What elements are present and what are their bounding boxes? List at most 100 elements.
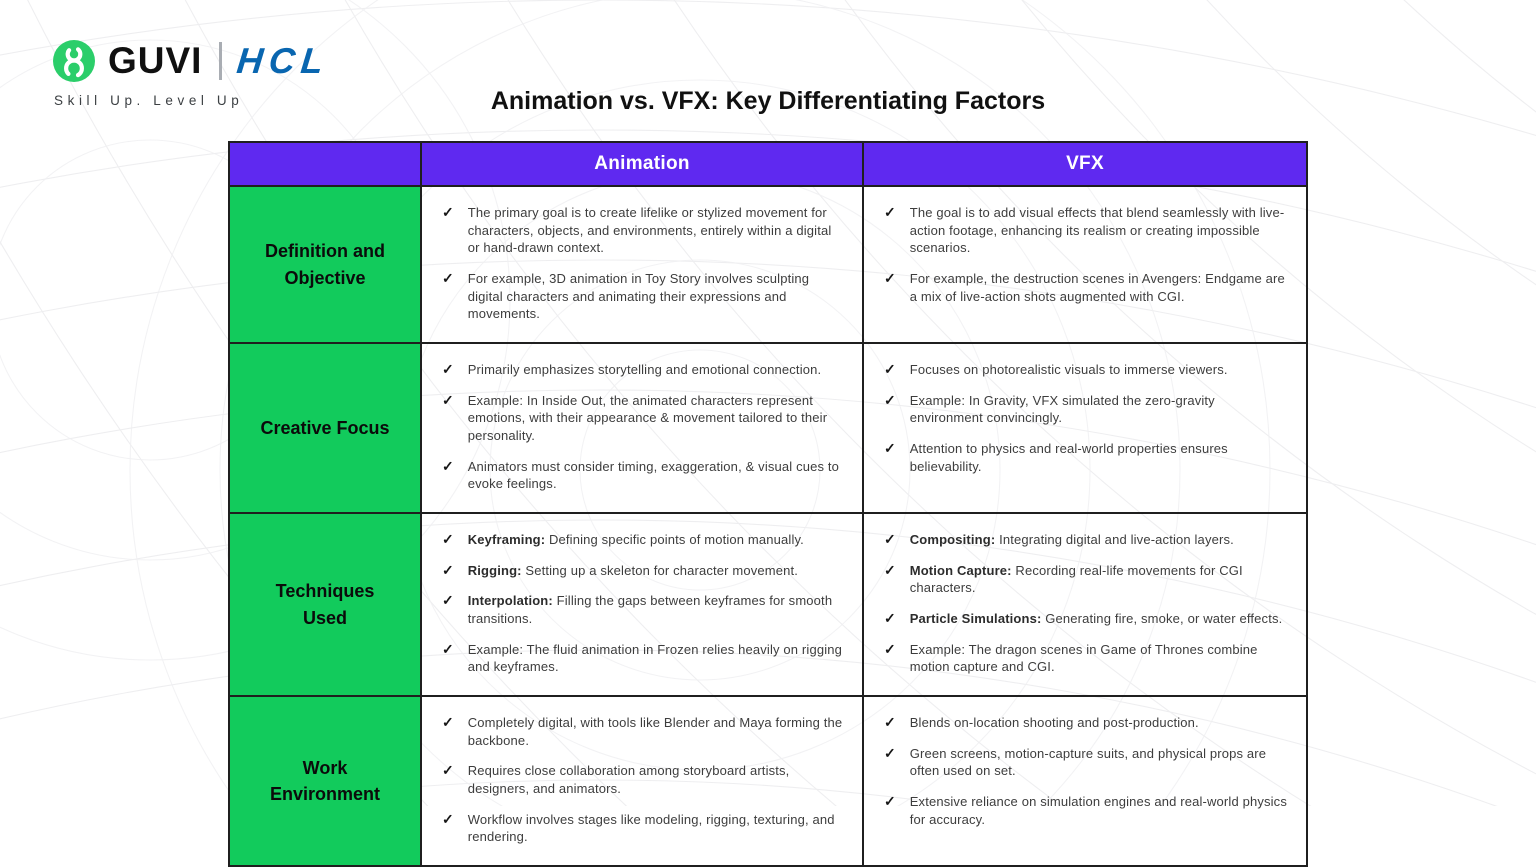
table-row: Techniques Used ✓ Keyframing: Defining spe… (228, 512, 1308, 698)
bullet-item: ✓ Example: The dragon scenes in Game of T… (884, 641, 1290, 676)
bullet-text: Motion Capture: Recording real-life move… (909, 562, 1243, 596)
check-icon: ✓ (442, 640, 454, 657)
comparison-table-body: Definition and Objective ✓ The primary goa… (228, 184, 1308, 867)
bullet-item: ✓ Attention to physics and real-world pro… (884, 440, 1290, 475)
check-icon: ✓ (884, 561, 896, 578)
bullet-text: Example: In Inside Out, the animated cha… (467, 392, 828, 444)
check-icon: ✓ (884, 440, 896, 457)
animation-cell: ✓ The primary goal is to create lifelike … (420, 184, 864, 345)
bullet-item: ✓ The primary goal is to create lifelike … (442, 204, 846, 257)
row-label: Techniques Used (228, 512, 422, 698)
check-icon: ✓ (884, 714, 896, 731)
bullet-lead-term: Rigging: (467, 562, 526, 578)
bullet-text: Blends on-location shooting and post-pro… (909, 715, 1199, 731)
bullet-text: Compositing: Integrating digital and liv… (909, 532, 1234, 548)
check-icon: ✓ (884, 391, 896, 408)
bullet-text: Example: The fluid animation in Frozen r… (467, 641, 843, 675)
bullet-text: The goal is to add visual effects that b… (909, 205, 1285, 256)
bullet-text: Rigging: Setting up a skeleton for chara… (467, 562, 799, 578)
bullet-item: ✓ Example: In Inside Out, the animated ch… (442, 392, 846, 445)
check-icon: ✓ (442, 391, 454, 408)
check-icon: ✓ (442, 714, 454, 731)
header-animation: Animation (420, 141, 864, 187)
bullet-text: The primary goal is to create lifelike o… (467, 205, 832, 256)
animation-cell: ✓ Primarily emphasizes storytelling and e… (420, 342, 864, 515)
bullet-item: ✓ Example: The fluid animation in Frozen … (442, 641, 846, 676)
check-icon: ✓ (442, 531, 454, 548)
table-row: Creative Focus ✓ Primarily emphasizes stor… (228, 342, 1308, 515)
bullet-text: For example, 3D animation in Toy Story i… (467, 271, 810, 322)
bullet-item: ✓ Blends on-location shooting and post-pr… (884, 714, 1290, 732)
bullet-lead-term: Particle Simulations: (909, 611, 1046, 627)
bullet-item: ✓ Extensive reliance on simulation engine… (884, 793, 1290, 828)
row-label: Definition and Objective (228, 184, 422, 345)
bullet-item: ✓ For example, the destruction scenes in … (884, 270, 1290, 305)
bullet-text: Interpolation: Filling the gaps between … (467, 593, 833, 627)
check-icon: ✓ (884, 610, 896, 627)
header-empty-cell (228, 141, 422, 187)
bullet-text: Workflow involves stages like modeling, … (467, 811, 835, 845)
bullet-text: Example: The dragon scenes in Game of Th… (909, 641, 1258, 675)
bullet-lead-term: Compositing: (909, 532, 1000, 548)
logo-divider (219, 42, 223, 80)
bullet-text: Particle Simulations: Generating fire, s… (909, 611, 1283, 627)
hcl-wordmark: HCL (235, 40, 332, 81)
bullet-item: ✓ Green screens, motion-capture suits, an… (884, 745, 1290, 780)
check-icon: ✓ (884, 361, 896, 378)
check-icon: ✓ (442, 270, 454, 287)
check-icon: ✓ (884, 270, 896, 287)
animation-cell: ✓ Keyframing: Defining specific points of… (420, 512, 864, 698)
guvi-logo-icon (53, 40, 95, 82)
bullet-text: Extensive reliance on simulation engines… (909, 794, 1287, 827)
comparison-table: Animation VFX Definition and Objective ✓ T… (228, 141, 1308, 867)
bullet-item: ✓ Animators must consider timing, exagger… (442, 458, 846, 493)
bullet-item: ✓ Requires close collaboration among stor… (442, 762, 846, 797)
vfx-cell: ✓ Blends on-location shooting and post-pr… (862, 695, 1308, 867)
table-row: Work Environment ✓ Completely digital, wit… (228, 695, 1308, 867)
vfx-cell: ✓ Focuses on photorealistic visuals to im… (862, 342, 1308, 515)
bullet-item: ✓ Example: In Gravity, VFX simulated the … (884, 392, 1290, 427)
bullet-item: ✓ Focuses on photorealistic visuals to im… (884, 361, 1290, 379)
header-row: Animation VFX (228, 141, 1308, 187)
check-icon: ✓ (442, 361, 454, 378)
bullet-text: Primarily emphasizes storytelling and em… (467, 362, 822, 378)
bullet-item: ✓ Keyframing: Defining specific points of… (442, 531, 846, 549)
check-icon: ✓ (442, 592, 454, 609)
bullet-item: ✓ For example, 3D animation in Toy Story … (442, 270, 846, 323)
bullet-item: ✓ Workflow involves stages like modeling,… (442, 811, 846, 846)
bullet-item: ✓ Motion Capture: Recording real-life mov… (884, 562, 1290, 597)
table-row: Definition and Objective ✓ The primary goa… (228, 184, 1308, 345)
check-icon: ✓ (884, 640, 896, 657)
bullet-lead-term: Interpolation: (467, 593, 557, 609)
check-icon: ✓ (442, 810, 454, 827)
bullet-item: ✓ Particle Simulations: Generating fire, … (884, 610, 1290, 628)
vfx-cell: ✓ Compositing: Integrating digital and li… (862, 512, 1308, 698)
bullet-text: For example, the destruction scenes in A… (909, 271, 1285, 304)
page-title: Animation vs. VFX: Key Differentiating F… (490, 87, 1046, 115)
bullet-text: Keyframing: Defining specific points of … (467, 532, 804, 548)
guvi-wordmark: GUVI (108, 40, 203, 81)
bullet-lead-term: Motion Capture: (909, 562, 1016, 578)
bullet-item: ✓ Interpolation: Filling the gaps between… (442, 592, 846, 627)
brand-tagline: Skill Up. Level Up (54, 93, 244, 108)
check-icon: ✓ (442, 762, 454, 779)
row-label: Creative Focus (228, 342, 422, 515)
bullet-item: ✓ Rigging: Setting up a skeleton for char… (442, 562, 846, 580)
check-icon: ✓ (884, 204, 896, 220)
bullet-text: Completely digital, with tools like Blen… (467, 715, 843, 748)
animation-cell: ✓ Completely digital, with tools like Ble… (420, 695, 864, 867)
bullet-item: ✓ The goal is to add visual effects that … (884, 204, 1290, 257)
row-label: Work Environment (228, 695, 422, 867)
brand-logo-block: GUVI HCL (53, 40, 332, 82)
bullet-item: ✓ Compositing: Integrating digital and li… (884, 531, 1290, 549)
bullet-lead-term: Keyframing: (467, 532, 549, 548)
check-icon: ✓ (442, 204, 454, 220)
bullet-text: Requires close collaboration among story… (467, 763, 790, 797)
bullet-text: Example: In Gravity, VFX simulated the z… (909, 392, 1215, 426)
bullet-item: ✓ Primarily emphasizes storytelling and e… (442, 361, 846, 379)
check-icon: ✓ (884, 744, 896, 761)
bullet-text: Focuses on photorealistic visuals to imm… (909, 362, 1228, 378)
bullet-text: Attention to physics and real-world prop… (909, 441, 1228, 474)
comparison-table-wrap: Animation VFX Definition and Objective ✓ T… (228, 141, 1308, 867)
header-vfx: VFX (862, 141, 1308, 187)
